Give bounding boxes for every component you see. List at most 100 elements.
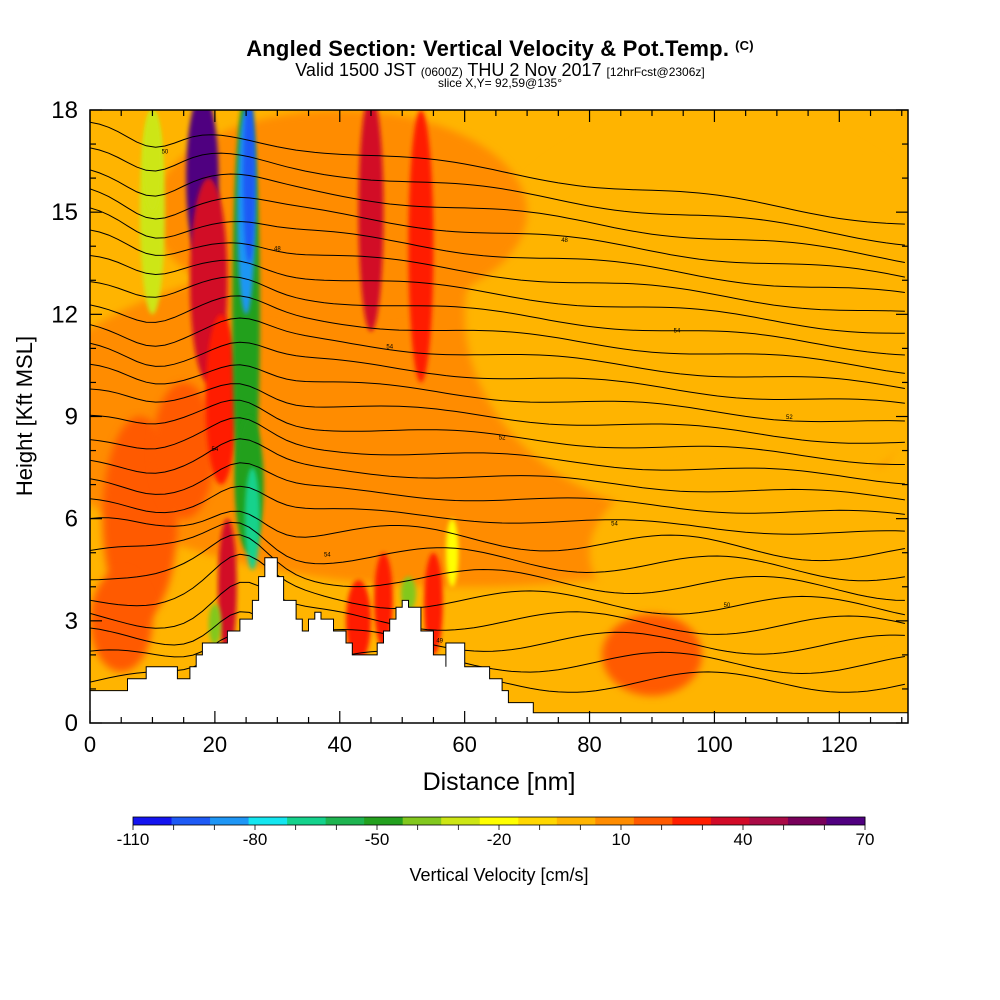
velocity-cell [208,603,222,645]
colorbar-tick-label: -80 [243,830,268,849]
y-tick-label: 12 [51,301,78,328]
colorbar-tick-label: -50 [365,830,390,849]
theta-contour-line [90,363,905,423]
theta-contour-line [90,147,905,246]
theta-contour-line [90,534,905,601]
velocity-cell [152,382,215,519]
colorbar-tick-label: 70 [856,830,875,849]
x-axis: 0 20 40 60 80 100 120 [84,110,903,757]
colorbar-swatch [479,817,519,825]
x-tick-label: 120 [821,732,858,757]
x-tick-label: 100 [696,732,733,757]
theta-contour-label: 54 [674,329,681,335]
theta-contour-label: 49 [436,639,443,645]
chart-subtitle: Valid 1500 JST (0600Z) THU 2 Nov 2017 [1… [295,60,705,80]
x-tick-label: 40 [328,732,352,757]
velocity-cell [143,110,162,213]
theta-contour-line [90,341,905,404]
colorbar-swatch [402,817,442,825]
theta-contour-line [90,317,905,389]
theta-contour-line [90,207,905,293]
velocity-cell [242,110,256,264]
colorbar-swatch [133,817,173,825]
colorbar-swatch [826,817,866,825]
y-axis: 0 3 6 9 12 15 18 [51,97,908,737]
theta-contour-line [90,462,905,515]
colorbar-swatch [595,817,635,825]
vertical-velocity-field [90,110,908,723]
theta-contour-line [90,188,905,278]
x-tick-label: 20 [203,732,227,757]
theta-contour-label: 54 [386,345,393,351]
x-axis-label: Distance [nm] [423,768,576,796]
colorbar-swatch [287,817,327,825]
x-tick-label: 80 [577,732,601,757]
velocity-cell [205,314,237,485]
theta-contour-label: 48 [274,246,281,252]
y-tick-label: 6 [65,506,78,533]
theta-contour-line [90,229,905,312]
velocity-cell [464,110,908,519]
velocity-cell [244,467,260,570]
theta-contour-label: 54 [611,521,618,527]
colorbar-label: Vertical Velocity [cm/s] [409,865,588,885]
theta-contour-label: 54 [324,552,331,558]
theta-contour-line [90,121,905,225]
theta-contour-line [90,485,905,535]
velocity-cell [90,569,153,672]
colorbar-swatch [787,817,827,825]
velocity-cell [445,518,459,587]
theta-contour-label: 48 [561,238,568,244]
colorbar-swatch [441,817,481,825]
theta-contour-line [90,553,906,616]
colorbar-swatch [325,817,365,825]
colorbar-swatch [710,817,750,825]
velocity-cell [589,450,908,655]
theta-contour-label: 50 [724,603,731,609]
theta-contour-line [90,510,905,562]
colorbar-swatch [633,817,673,825]
theta-contour-label: 54 [212,447,219,453]
theta-contour-line [90,521,905,582]
slice-label: slice X,Y= 92,59@135° [437,76,563,90]
y-axis-label: Height [Kft MSL] [12,336,37,496]
colorbar: -110 -80 -50 -20 10 40 70 [117,816,875,849]
colorbar-swatch [248,817,288,825]
velocity-cell [602,614,702,696]
y-tick-label: 18 [51,97,78,124]
y-tick-label: 0 [65,710,78,737]
colorbar-tick-label: -20 [487,830,512,849]
x-tick-label: 60 [452,732,476,757]
colorbar-tick-label: -110 [117,830,150,849]
theta-contour-line [90,169,905,263]
theta-contour-line [90,276,905,356]
colorbar-swatch [518,817,558,825]
colorbar-tick-label: 40 [734,830,753,849]
theta-contour-line [90,255,905,334]
colorbar-swatch [364,817,404,825]
theta-contour-line [90,383,905,444]
colorbar-swatch [210,817,250,825]
chart-title: Angled Section: Vertical Velocity & Pot.… [246,36,754,61]
theta-contour-line [90,399,905,465]
theta-contour-line [90,581,906,635]
theta-contour-label: 52 [786,415,793,421]
theta-contour-line [90,611,905,655]
theta-contour-line [90,417,905,485]
colorbar-swatch [749,817,789,825]
theta-contour-label: 50 [162,150,169,156]
colorbar-swatch [672,817,712,825]
theta-contours: 48495054545452525454484850 [90,121,906,693]
y-tick-label: 9 [65,404,78,431]
terrain-profile [89,557,909,724]
colorbar-tick-label: 10 [612,830,631,849]
colorbar-swatch [171,817,211,825]
colorbar-swatch [556,817,596,825]
velocity-cell [374,552,393,649]
y-tick-label: 3 [65,608,78,635]
velocity-cell [346,579,371,662]
velocity-cell [358,110,384,332]
x-tick-label: 0 [84,732,96,757]
theta-contour-line [90,295,905,374]
